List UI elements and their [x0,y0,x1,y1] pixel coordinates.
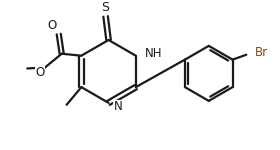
Text: Br: Br [255,46,268,59]
Text: O: O [47,19,57,32]
Text: S: S [102,1,109,14]
Text: O: O [36,66,45,79]
Text: N: N [113,100,122,113]
Text: NH: NH [145,47,162,60]
